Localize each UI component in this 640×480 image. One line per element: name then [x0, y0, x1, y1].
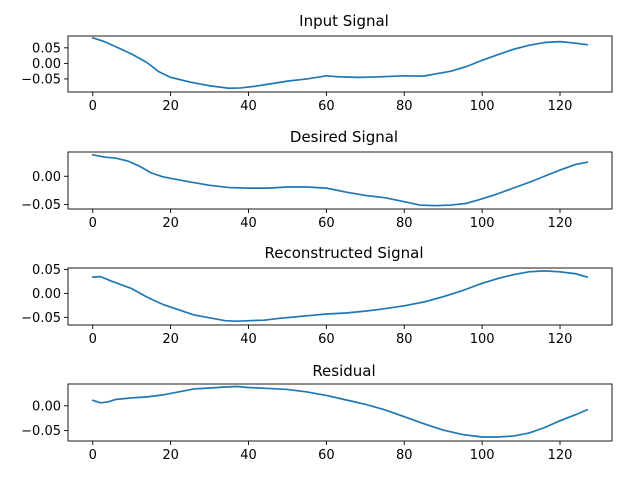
- axes-frame: [67, 383, 613, 442]
- x-tick-label: 0: [89, 216, 97, 231]
- x-tick-label: 40: [240, 332, 257, 347]
- subplot-reconstructed-signal: Reconstructed Signal 0 20 40 60 80 100 120 0.05…: [21, 244, 613, 347]
- subplot-input-signal: Input Signal 0 20 40 60 80 100 120 0.050.00−0.0…: [21, 12, 613, 114]
- series-line: [91, 270, 589, 323]
- subplot-desired-signal: Desired Signal 0 20 40 60 80 100 120 0.00 −0.05: [21, 128, 613, 231]
- y-tick-label: −0.05: [21, 424, 61, 439]
- x-tick-label: 20: [162, 216, 179, 231]
- y-tick-label: 0.00: [32, 57, 61, 72]
- x-tick-label: 80: [396, 332, 413, 347]
- x-tick-label: 120: [548, 448, 573, 463]
- x-tick-label: 120: [548, 99, 573, 114]
- chart-title: Input Signal: [299, 12, 389, 30]
- x-tick-label: 80: [396, 216, 413, 231]
- x-tick-label: 20: [162, 332, 179, 347]
- subplot-residual: Residual 0 20 40 60 80 100 120 0.00 −0.05: [21, 362, 613, 463]
- x-tick-label: 20: [162, 448, 179, 463]
- y-tick-label: −0.05: [21, 198, 61, 213]
- axes-frame: [67, 267, 613, 326]
- x-tick-label: 80: [396, 99, 413, 114]
- chart-title: Reconstructed Signal: [264, 244, 423, 262]
- chart-title: Desired Signal: [290, 128, 398, 146]
- y-tick-label: −0.05: [21, 72, 61, 87]
- y-tick-label: 0.00: [32, 287, 61, 302]
- series-line: [91, 153, 589, 207]
- y-tick-label: 0.05: [32, 263, 61, 278]
- x-tick-label: 100: [470, 99, 495, 114]
- axes-frame: [67, 151, 613, 210]
- x-tick-label: 60: [318, 448, 335, 463]
- chart-title: Residual: [312, 362, 375, 380]
- x-tick-label: 100: [470, 216, 495, 231]
- x-tick-label: 40: [240, 99, 257, 114]
- y-tick-label: 0.00: [32, 170, 61, 185]
- x-tick-label: 60: [318, 216, 335, 231]
- x-tick-label: 100: [470, 332, 495, 347]
- x-tick-label: 120: [548, 216, 573, 231]
- series-line: [91, 385, 589, 438]
- series-line: [91, 37, 589, 90]
- x-tick-label: 20: [162, 99, 179, 114]
- y-tick-label: 0.05: [32, 41, 61, 56]
- y-tick-label: −0.05: [21, 311, 61, 326]
- y-tick-label: 0.00: [32, 399, 61, 414]
- x-tick-label: 40: [240, 448, 257, 463]
- x-tick-label: 120: [548, 332, 573, 347]
- x-tick-label: 0: [89, 99, 97, 114]
- axes-frame: [67, 35, 613, 93]
- x-tick-label: 60: [318, 332, 335, 347]
- x-tick-label: 80: [396, 448, 413, 463]
- x-tick-label: 0: [89, 448, 97, 463]
- x-tick-label: 0: [89, 332, 97, 347]
- x-tick-label: 100: [470, 448, 495, 463]
- x-tick-label: 60: [318, 99, 335, 114]
- x-tick-label: 40: [240, 216, 257, 231]
